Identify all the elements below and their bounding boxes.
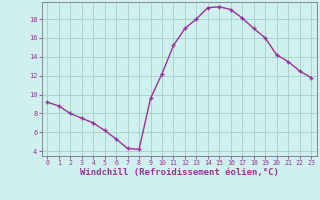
- X-axis label: Windchill (Refroidissement éolien,°C): Windchill (Refroidissement éolien,°C): [80, 168, 279, 177]
